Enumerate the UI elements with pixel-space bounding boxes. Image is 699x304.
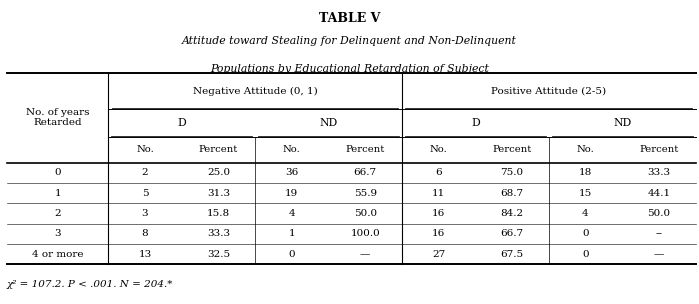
Text: 66.7: 66.7	[500, 230, 524, 238]
Text: 6: 6	[435, 168, 442, 177]
Text: Populations by Educational Retardation of Subject: Populations by Educational Retardation o…	[210, 64, 489, 74]
Text: No.: No.	[577, 145, 594, 154]
Text: Positive Attitude (2-5): Positive Attitude (2-5)	[491, 87, 606, 96]
Text: 16: 16	[432, 209, 445, 218]
Text: Percent: Percent	[639, 145, 679, 154]
Text: 3: 3	[55, 230, 61, 238]
Text: 67.5: 67.5	[500, 250, 524, 259]
Text: ND: ND	[319, 118, 338, 128]
Text: 11: 11	[432, 189, 445, 198]
Text: TABLE V: TABLE V	[319, 12, 380, 25]
Text: 32.5: 32.5	[207, 250, 230, 259]
Text: 19: 19	[285, 189, 298, 198]
Text: Percent: Percent	[492, 145, 532, 154]
Text: 0: 0	[582, 230, 589, 238]
Text: No.: No.	[136, 145, 154, 154]
Text: 3: 3	[142, 209, 148, 218]
Text: 16: 16	[432, 230, 445, 238]
Text: 50.0: 50.0	[647, 209, 670, 218]
Text: 31.3: 31.3	[207, 189, 230, 198]
Text: No.: No.	[283, 145, 301, 154]
Text: 55.9: 55.9	[354, 189, 377, 198]
Text: 33.3: 33.3	[647, 168, 670, 177]
Text: No.: No.	[430, 145, 447, 154]
Text: 0: 0	[582, 250, 589, 259]
Text: 5: 5	[142, 189, 148, 198]
Text: ND: ND	[613, 118, 631, 128]
Text: 75.0: 75.0	[500, 168, 524, 177]
Text: 36: 36	[285, 168, 298, 177]
Text: Percent: Percent	[199, 145, 238, 154]
Text: 0: 0	[289, 250, 295, 259]
Text: 18: 18	[579, 168, 592, 177]
Text: --: --	[655, 230, 663, 238]
Text: 100.0: 100.0	[350, 230, 380, 238]
Text: 33.3: 33.3	[207, 230, 230, 238]
Text: 50.0: 50.0	[354, 209, 377, 218]
Text: 4: 4	[582, 209, 589, 218]
Text: 4: 4	[289, 209, 295, 218]
Text: 13: 13	[138, 250, 152, 259]
Text: 15.8: 15.8	[207, 209, 230, 218]
Text: 25.0: 25.0	[207, 168, 230, 177]
Text: Negative Attitude (0, 1): Negative Attitude (0, 1)	[193, 87, 317, 96]
Text: 66.7: 66.7	[354, 168, 377, 177]
Text: 0: 0	[55, 168, 61, 177]
Text: D: D	[178, 118, 186, 128]
Text: 15: 15	[579, 189, 592, 198]
Text: No. of years
Retarded: No. of years Retarded	[26, 108, 89, 127]
Text: Attitude toward Stealing for Delinquent and Non-Delinquent: Attitude toward Stealing for Delinquent …	[182, 36, 517, 47]
Text: 68.7: 68.7	[500, 189, 524, 198]
Text: 1: 1	[289, 230, 295, 238]
Text: —: —	[360, 250, 370, 259]
Text: Percent: Percent	[345, 145, 385, 154]
Text: 27: 27	[432, 250, 445, 259]
Text: D: D	[471, 118, 480, 128]
Text: 2: 2	[55, 209, 61, 218]
Text: 4 or more: 4 or more	[32, 250, 83, 259]
Text: 1: 1	[55, 189, 61, 198]
Text: —: —	[654, 250, 664, 259]
Text: 8: 8	[142, 230, 148, 238]
Text: 84.2: 84.2	[500, 209, 524, 218]
Text: 44.1: 44.1	[647, 189, 670, 198]
Text: χ² = 107.2. P < .001. N = 204.*: χ² = 107.2. P < .001. N = 204.*	[7, 280, 173, 289]
Text: 2: 2	[142, 168, 148, 177]
